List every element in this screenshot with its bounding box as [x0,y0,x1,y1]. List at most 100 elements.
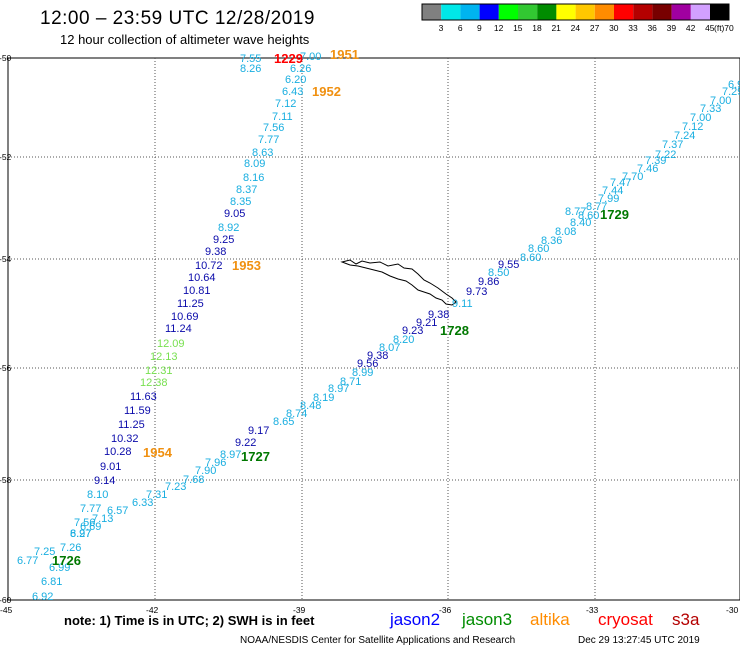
wave-label-track-b: 8.71 [340,376,361,388]
wave-label-track-a: 6.92 [32,591,53,603]
wave-label-track-b: 8.60 [520,252,541,264]
wave-label-track-b: 7.68 [183,474,204,486]
legend-value: 6 [458,23,463,33]
page-subtitle: 12 hour collection of altimeter wave hei… [60,32,310,47]
wave-label-track-b: 9.21 [416,317,437,329]
wave-label-track-b: 6.69 [80,521,101,533]
wave-label-track-a: 7.77 [258,134,279,146]
legend-swatch [498,4,518,20]
wave-label-track-a: 7.55 [240,53,261,65]
legend-swatch [460,4,480,20]
wave-label-track-a: 8.09 [244,158,265,170]
wave-label-track-b: 7.90 [195,465,216,477]
time-label-track-a: 1952 [312,84,341,99]
satellite-jason2: jason2 [390,610,441,629]
lat-tick-label: -50 [0,53,12,63]
wave-label-track-a: 11.25 [177,298,204,310]
wave-label-track-b: 8.60 [528,243,549,255]
wave-label-track-b: 7.70 [622,171,643,183]
wave-label-track-a: 11.25 [118,419,145,431]
wave-label-track-a: 8.37 [236,184,257,196]
legend-value: 3 [439,23,444,33]
legend-value: 18 [532,23,542,33]
legend-value: 39 [667,23,677,33]
wave-label-track-a: 8.10 [87,489,108,501]
wave-label-track-b: 8.99 [352,367,373,379]
wave-label-track-b: 7.46 [637,163,658,175]
satellite-altika: altika [530,610,570,629]
legend-value: 15 [513,23,523,33]
wave-label-track-b: 9.55 [498,259,519,271]
wave-label-track-a: 11.24 [165,323,192,335]
legend-unit: (ft) [714,23,725,33]
legend-swatch [594,4,614,20]
wave-label-track-b: 8.50 [488,267,509,279]
wave-label-track-b: 8.74 [286,408,307,420]
wave-label-track-a: 8.63 [252,147,273,159]
lon-tick-label: -39 [293,605,306,615]
wave-label-track-a: 6.99 [49,562,70,574]
wave-label-track-b: 7.12 [682,121,703,133]
footer-credit: NOAA/NESDIS Center for Satellite Applica… [240,635,516,646]
wave-label-track-b: 9.38 [367,350,388,362]
legend-swatch [633,4,653,20]
wave-height-labels: 7.558.266.206.437.127.117.567.778.638.09… [17,47,740,603]
wave-label-track-a: 7.56 [263,122,284,134]
lon-tick-label: -36 [439,605,452,615]
wave-label-track-b: 7.96 [205,457,226,469]
wave-label-track-b: 9.11 [452,298,473,310]
legend-swatch [556,4,576,20]
wave-label-track-b: 7.00 [690,112,711,124]
legend-swatch [537,4,557,20]
wave-label-track-b: 9.73 [466,286,487,298]
wave-label-track-a: 6.77 [17,555,38,567]
wave-label-track-a: 10.28 [104,446,132,458]
wave-label-track-b: 7.26 [60,542,81,554]
satellite-jason3: jason3 [462,610,513,629]
satellite-cryosat: cryosat [598,610,653,629]
wave-label-track-b: 7.44 [602,185,623,197]
wave-label-track-b: 9.56 [357,358,378,370]
wave-label-track-b: 6.97 [70,528,91,540]
wave-label-track-a: 10.72 [195,260,223,272]
time-label-track-a: 1951 [330,47,359,62]
wave-label-track-a: 8.16 [243,172,264,184]
legend-value: 30 [609,23,619,33]
wave-label-track-b: 8.48 [300,400,321,412]
wave-label-track-b: 8.77 [586,201,607,213]
page-title: 12:00 – 23:59 UTC 12/28/2019 [40,8,315,29]
legend-value: 42 [686,23,696,33]
footer-note: note: 1) Time is in UTC; 2) SWH is in fe… [64,613,315,628]
wave-label-track-b: 6.57 [107,505,128,517]
satellite-s3a: s3a [672,610,700,629]
wave-label-track-b: 8.97 [328,383,349,395]
lon-tick-label: -30 [726,605,739,615]
wave-label-track-a: 11.63 [130,391,157,403]
legend-swatch [575,4,595,20]
legend-swatch [710,4,730,20]
wave-label-track-b: 6.92 [728,79,740,91]
legend-value: 45 [705,23,715,33]
wave-label-track-b: 7.23 [165,481,186,493]
wave-label-track-b: 8.07 [379,342,400,354]
wave-label-track-b: 9.86 [478,276,499,288]
wave-label-track-a: 10.32 [111,433,139,445]
legend-value: 12 [494,23,504,33]
wave-label-track-a: 8.92 [218,222,239,234]
time-label-track-b: 1729 [600,207,629,222]
wave-label-track-b: 7.47 [610,177,631,189]
wave-label-track-b: 8.77 [565,206,586,218]
legend-swatch [671,4,691,20]
wave-label-track-a: 7.77 [80,503,101,515]
wave-label-track-a: 9.05 [224,208,245,220]
wave-label-track-b: 7.29 [722,86,740,98]
wave-label-track-b: 6.33 [132,497,153,509]
time-label-track-a: 1229 [274,51,303,66]
wave-label-track-b: 8.36 [541,235,562,247]
wave-label-track-b: 7.37 [662,139,683,151]
south-georgia-coastline [340,259,457,306]
wave-label-top: 6.26 [290,63,311,75]
wave-label-track-a: 8.27 [70,528,91,540]
legend-swatch [690,4,710,20]
